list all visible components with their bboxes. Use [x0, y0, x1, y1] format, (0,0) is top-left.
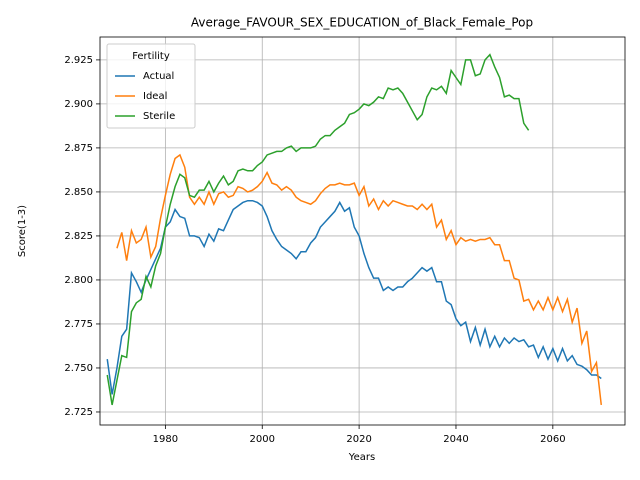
y-tick-label: 2.875 [64, 143, 93, 154]
x-tick-label: 2040 [443, 434, 468, 445]
series-line [116, 153, 603, 406]
y-tick-label: 2.900 [64, 99, 93, 110]
x-tick-label: 2060 [540, 434, 565, 445]
legend-label: Sterile [143, 111, 175, 122]
x-axis-label: Years [348, 452, 375, 463]
y-tick-label: 2.925 [64, 55, 93, 66]
y-tick-label: 2.725 [64, 407, 93, 418]
legend-title: Fertility [132, 51, 170, 62]
y-tick-label: 2.775 [64, 319, 93, 330]
y-tick-label: 2.750 [64, 363, 93, 374]
legend-box [106, 43, 196, 129]
legend-label: Actual [143, 71, 174, 82]
x-tick-label: 2000 [250, 434, 275, 445]
chart-title: Average_FAVOUR_SEX_EDUCATION_of_Black_Fe… [191, 16, 533, 30]
y-tick-label: 2.800 [64, 275, 93, 286]
plot-frame [99, 36, 626, 426]
y-tick-label: 2.850 [64, 187, 93, 198]
series-line [106, 199, 602, 395]
x-tick-label: 1980 [153, 434, 178, 445]
y-tick-label: 2.825 [64, 231, 93, 242]
legend-label: Ideal [143, 91, 167, 102]
x-tick-label: 2020 [346, 434, 371, 445]
y-axis-label: Score(1-3) [17, 205, 28, 257]
series-line [106, 53, 530, 406]
